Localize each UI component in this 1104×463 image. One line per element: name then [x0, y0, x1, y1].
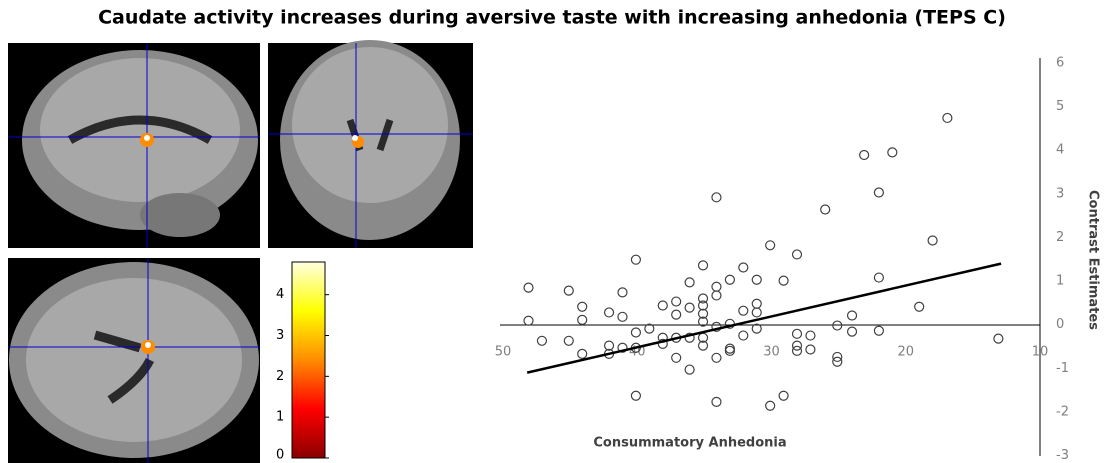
- colorbar-tick-label: 1: [276, 410, 284, 425]
- point: [928, 236, 937, 245]
- axial-slice: [8, 258, 260, 463]
- point: [994, 334, 1003, 343]
- point: [712, 353, 721, 362]
- point: [564, 286, 573, 295]
- y-tick-label: 2: [1056, 230, 1064, 245]
- point: [766, 401, 775, 410]
- colorbar-tick-label: 3: [276, 328, 284, 343]
- point: [848, 311, 857, 320]
- sagittal-slice: [8, 43, 260, 248]
- point: [915, 302, 924, 311]
- chart-title: Caudate activity increases during aversi…: [98, 7, 1006, 29]
- point: [712, 291, 721, 300]
- point: [672, 297, 681, 306]
- point: [806, 331, 815, 340]
- point: [685, 365, 694, 374]
- point: [578, 315, 587, 324]
- point: [848, 327, 857, 336]
- x-axis-label: Consummatory Anhedonia: [593, 436, 786, 451]
- point: [685, 303, 694, 312]
- y-tick-label: -2: [1056, 404, 1069, 419]
- y-tick-label: 6: [1056, 56, 1064, 71]
- point: [712, 282, 721, 291]
- point: [524, 316, 533, 325]
- coronal-slice: [268, 40, 473, 248]
- point: [631, 391, 640, 400]
- point: [672, 353, 681, 362]
- point: [725, 346, 734, 355]
- y-tick-label: -1: [1056, 361, 1069, 376]
- y-tick-label: 1: [1056, 274, 1064, 289]
- point: [752, 299, 761, 308]
- point: [564, 336, 573, 345]
- point: [699, 261, 708, 270]
- colorbar: [292, 262, 325, 458]
- point: [672, 310, 681, 319]
- point: [631, 328, 640, 337]
- point: [888, 148, 897, 157]
- figure: Caudate activity increases during aversi…: [0, 0, 1104, 463]
- point: [752, 275, 761, 284]
- point: [725, 275, 734, 284]
- point: [725, 344, 734, 353]
- point: [631, 255, 640, 264]
- y-axis-label: Contrast Estimates: [1086, 190, 1101, 330]
- point: [605, 341, 614, 350]
- point: [766, 241, 775, 250]
- x-tick-label: 50: [495, 345, 512, 360]
- point: [524, 283, 533, 292]
- point: [739, 263, 748, 272]
- point: [618, 312, 627, 321]
- point: [793, 250, 802, 259]
- x-tick-label: 20: [897, 345, 914, 360]
- point: [739, 331, 748, 340]
- point: [793, 329, 802, 338]
- y-tick-label: 0: [1056, 317, 1064, 332]
- point: [874, 273, 883, 282]
- point: [537, 336, 546, 345]
- point: [833, 321, 842, 330]
- point: [821, 205, 830, 214]
- colorbar-tick-label: 0: [276, 448, 284, 463]
- point: [806, 345, 815, 354]
- y-tick-label: 4: [1056, 143, 1064, 158]
- point: [793, 346, 802, 355]
- point: [739, 306, 748, 315]
- point: [779, 391, 788, 400]
- x-tick-label: 10: [1032, 345, 1049, 360]
- y-tick-label: 3: [1056, 186, 1064, 201]
- point: [699, 301, 708, 310]
- point: [618, 288, 627, 297]
- point: [943, 113, 952, 122]
- point: [779, 276, 788, 285]
- point: [578, 349, 587, 358]
- x-tick-label: 30: [763, 345, 780, 360]
- point: [658, 301, 667, 310]
- point: [605, 308, 614, 317]
- point: [874, 326, 883, 335]
- point: [752, 308, 761, 317]
- y-tick-label: -3: [1056, 448, 1069, 463]
- point: [874, 188, 883, 197]
- colorbar-tick-label: 4: [276, 287, 284, 302]
- point: [860, 151, 869, 160]
- point: [793, 341, 802, 350]
- point: [578, 302, 587, 311]
- y-tick-label: 5: [1056, 99, 1064, 114]
- point: [685, 278, 694, 287]
- colorbar-tick-label: 2: [276, 369, 284, 384]
- point: [712, 193, 721, 202]
- point: [712, 397, 721, 406]
